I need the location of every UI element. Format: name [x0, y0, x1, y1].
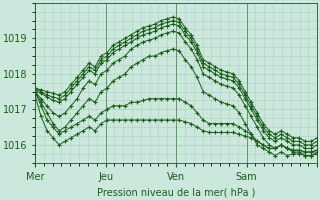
- X-axis label: Pression niveau de la mer( hPa ): Pression niveau de la mer( hPa ): [97, 187, 255, 197]
